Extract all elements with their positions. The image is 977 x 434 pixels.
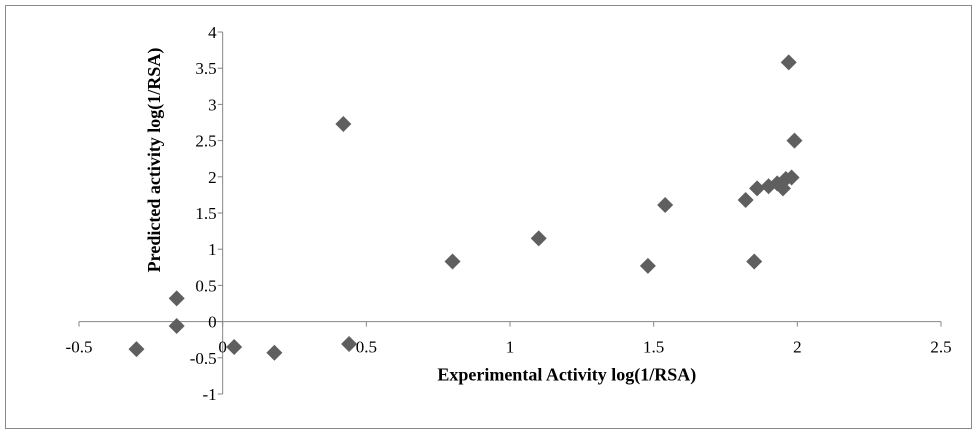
x-tick-label: 1 [506,338,515,357]
data-point [530,230,547,247]
data-point [746,253,763,270]
x-tick-label: 2 [793,338,802,357]
data-point [780,54,797,71]
data-point [266,344,283,361]
x-axis-title: Experimental Activity log(1/RSA) [437,365,696,386]
y-tick-label: 2 [208,168,217,187]
x-tick-label: 0 [218,338,227,357]
axes [78,31,942,395]
y-axis-title: Predicted activity log(1/RSA) [144,48,165,273]
chart-frame [5,5,972,429]
y-tick-label: 1 [208,240,217,259]
x-tick-label: 0.5 [356,338,377,357]
data-point [335,115,352,132]
data-point [444,253,461,270]
y-tick-label: -0.5 [190,349,217,368]
y-tick-label: 0.5 [195,276,216,295]
data-point [786,132,803,149]
y-tick-label: 1.5 [195,204,216,223]
data-point [657,197,674,214]
data-points [128,54,803,361]
x-tick-label: -0.5 [66,338,93,357]
y-tick-label: -1 [202,385,216,404]
data-point [783,169,800,186]
x-tick-label: 1.5 [643,338,664,357]
data-point [749,180,766,197]
x-tick-label: 2.5 [930,338,951,357]
data-point [168,290,185,307]
y-tick-label: 3 [208,95,217,114]
data-point [639,257,656,274]
tick-labels: -0.5 0 0.5 1 1.5 2 2.5-1-0.500.511.522.533.54 [66,23,952,404]
data-point [128,341,145,358]
y-tick-label: 3.5 [195,59,216,78]
data-point [341,336,358,353]
data-point [226,338,243,355]
data-point [168,317,185,334]
y-tick-label: 2.5 [195,132,216,151]
data-point [737,191,754,208]
y-tick-label: 4 [208,23,217,42]
y-tick-label: 0 [208,313,217,332]
